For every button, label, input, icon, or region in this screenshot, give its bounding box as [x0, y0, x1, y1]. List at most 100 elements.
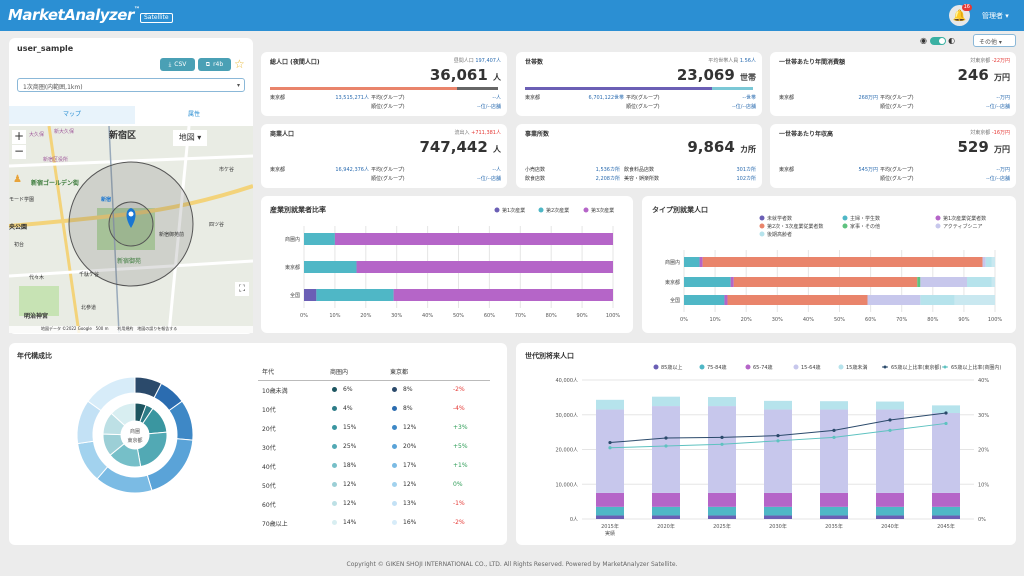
tokyo-value: 12%	[403, 424, 417, 431]
kpi-value: 36,061 人	[429, 66, 501, 84]
kpi-sub: 昼間人口 197,407人	[453, 58, 501, 64]
app-logo[interactable]: MarketAnalyzer™	[8, 6, 140, 24]
kpi-avg-value: --万円	[996, 167, 1010, 173]
area-value: 15%	[343, 424, 357, 431]
line-point	[832, 428, 836, 432]
legend-label: 15歳未満	[846, 364, 867, 371]
bar-segment	[356, 261, 613, 273]
bar-segment	[820, 506, 848, 516]
legend-label: 65-74歳	[753, 364, 773, 371]
x-tick-label: 90%	[577, 313, 588, 319]
area-swatch	[332, 482, 337, 487]
kpi-card	[261, 52, 507, 116]
bar-segment	[596, 399, 624, 410]
bar-segment	[932, 405, 960, 414]
map-label: 市ケ谷	[219, 167, 235, 173]
bar-segment	[991, 257, 995, 267]
kpi-bar	[270, 87, 498, 90]
bar-segment	[596, 506, 624, 516]
diff-value: +1%	[453, 462, 468, 469]
theme-toggle[interactable]: ◉ ◐	[920, 36, 966, 46]
map-label: 新宿区役所	[43, 157, 69, 163]
x-tick-label: 2030年	[769, 523, 787, 530]
tokyo-value: 20%	[403, 443, 417, 450]
tokyo-swatch	[392, 444, 397, 449]
kpi-rank-value: --位/--店舗	[477, 176, 501, 182]
bar-segment	[876, 515, 904, 519]
age-label: 30代	[262, 445, 276, 452]
favorite-star-icon[interactable]: ☆	[234, 57, 245, 71]
zoom-out-button[interactable]: −	[12, 144, 26, 159]
bar-segment	[820, 492, 848, 507]
kpi-avg-value: --人	[492, 167, 501, 173]
tab-map[interactable]: マップ	[9, 106, 135, 124]
user-menu[interactable]: 管理者 ▾	[982, 12, 1009, 20]
tokyo-value: 13%	[403, 500, 417, 507]
kpi-title: 商業人口	[270, 131, 295, 138]
sun-icon[interactable]: ◉	[920, 36, 927, 45]
legend-swatch	[653, 364, 659, 370]
csv-download-button[interactable]: ⤓ CSV	[160, 58, 195, 71]
kpi-value: 529 万円	[957, 138, 1010, 156]
bar-segment	[876, 506, 904, 516]
map-label: 明治神宮	[24, 313, 49, 320]
table-row: 70歳以上 14% 16% -2%	[258, 514, 490, 533]
bar-segment	[684, 257, 700, 267]
y2-tick-label: 30%	[978, 413, 989, 419]
y-tick-label: 東京都	[665, 279, 680, 286]
pegman-icon[interactable]: ♟	[13, 174, 22, 185]
x-tick-label: 10%	[710, 317, 721, 323]
map-label: 新宿ゴールデン街	[31, 180, 80, 187]
map-type-button[interactable]: 地図 ▾	[173, 130, 207, 146]
diff-value: -4%	[453, 405, 465, 412]
area-swatch	[332, 463, 337, 468]
other-dropdown[interactable]: その他 ▾	[973, 34, 1016, 47]
kpi-bar-segment	[712, 87, 753, 90]
map-view[interactable]: 新宿区 大久保 新大久保 新宿区役所 新宿ゴールデン街 新宿御苑 千駄ケ谷 明治…	[9, 126, 253, 333]
age-label: 60代	[262, 502, 276, 509]
x-tick-label: 30%	[391, 313, 402, 319]
bar-segment	[702, 257, 983, 267]
line-point	[720, 435, 724, 439]
legend-swatch	[494, 207, 500, 213]
legend-label: 15-64歳	[801, 364, 821, 371]
bar-segment	[393, 289, 613, 301]
tab-attributes[interactable]: 属性	[187, 111, 200, 118]
table-row: 40代 18% 17% +1%	[258, 457, 490, 476]
area-value: 12%	[343, 481, 357, 488]
map-label: 新宿	[101, 197, 112, 203]
y-tick-label: 商圏内	[665, 259, 680, 266]
column-header: 年代	[262, 369, 275, 376]
kpi-title: 総人口 (夜間人口)	[270, 59, 320, 66]
map-label: 新宿御苑	[117, 258, 142, 265]
r4b-button[interactable]: ⧉ r4b	[198, 58, 231, 71]
footer-copyright: Copyright © GIKEN SHOJI INTERNATIONAL CO…	[346, 561, 678, 568]
kpi-bar-segment	[457, 87, 498, 90]
zoom-in-button[interactable]: +	[12, 129, 26, 144]
bar-segment	[954, 295, 995, 305]
fullscreen-icon[interactable]: ⛶	[235, 282, 249, 296]
kpi-line-value: 1,536カ所	[595, 167, 620, 173]
notification-bell-icon[interactable]: 🔔 16	[949, 4, 972, 26]
bar-segment	[708, 397, 736, 407]
age-label: 40代	[262, 464, 276, 471]
kpi-region-value: 16,942,376人	[335, 167, 369, 173]
bar-segment	[304, 289, 317, 301]
area-swatch	[332, 520, 337, 525]
diff-value: -2%	[453, 386, 465, 393]
area-select[interactable]: 1次商圏(内範囲,1km) ▾	[17, 78, 245, 92]
line-point	[888, 418, 892, 422]
kpi-rank-label: 順位(グループ)	[371, 176, 405, 182]
kpi-avg-label: 平均(グループ)	[371, 167, 405, 173]
toggle-switch[interactable]	[929, 36, 946, 45]
kpi-rank-label: 順位(グループ)	[880, 176, 914, 182]
satellite-badge: Satellite	[140, 13, 173, 23]
legend-label: 家事・その他	[850, 223, 880, 230]
bar-segment	[876, 492, 904, 507]
kpi-rank-value: --位/--店舗	[732, 104, 756, 110]
moon-icon[interactable]: ◐	[948, 36, 956, 45]
line-point	[720, 442, 724, 446]
map-canvas[interactable]	[9, 126, 253, 333]
area-swatch	[332, 501, 337, 506]
